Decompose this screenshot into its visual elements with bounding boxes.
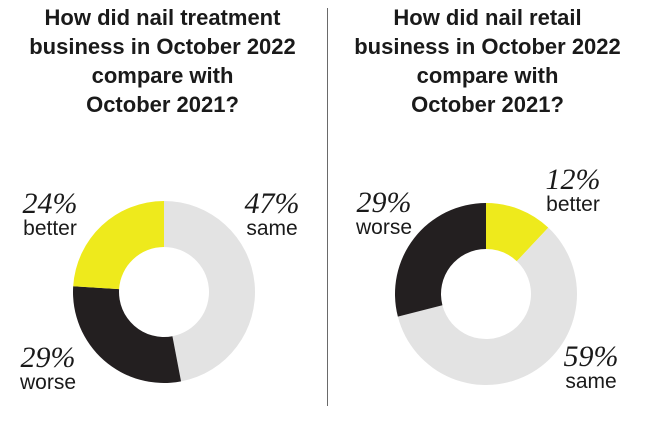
- slice-label-better: 12% better: [537, 163, 609, 216]
- slice-label-worse: 29% worse: [349, 186, 419, 239]
- slice-name: same: [246, 217, 298, 240]
- chart-title: How did nail treatment business in Octob…: [0, 3, 325, 119]
- slice-label-same: 59% same: [555, 340, 627, 393]
- slice-percent: 47%: [244, 187, 300, 220]
- chart-title-line: compare with: [416, 63, 559, 88]
- slice-name: worse: [19, 371, 77, 394]
- slice-percent: 29%: [356, 186, 412, 219]
- slice-label-worse: 29% worse: [8, 341, 88, 394]
- slice-label-better: 24% better: [10, 187, 90, 240]
- slice-label-same: 47% same: [232, 187, 312, 240]
- donut-slice-better: [486, 203, 549, 262]
- donut-chart: [72, 201, 256, 384]
- donut-slice-same: [164, 201, 256, 382]
- donut-slice-same: [397, 227, 577, 385]
- donut-chart: [395, 203, 577, 385]
- chart-title-line: October 2021?: [86, 92, 239, 117]
- slice-name: better: [546, 193, 600, 216]
- chart-panel-retail: How did nail retail business in October …: [325, 0, 650, 434]
- chart-title-line: business in October 2022: [354, 34, 621, 59]
- slice-name: same: [565, 370, 617, 393]
- slice-percent: 59%: [563, 340, 619, 373]
- slice-name: worse: [355, 216, 413, 239]
- chart-title: How did nail retail business in October …: [325, 3, 650, 119]
- slice-percent: 24%: [22, 187, 78, 220]
- chart-title-line: compare with: [91, 63, 234, 88]
- slice-percent: 29%: [20, 341, 76, 374]
- donut-slice-better: [73, 201, 164, 290]
- chart-title-line: October 2021?: [411, 92, 564, 117]
- chart-panel-treatment: How did nail treatment business in Octob…: [0, 3, 325, 394]
- panel-divider: [327, 8, 328, 406]
- slice-percent: 12%: [545, 163, 601, 196]
- slice-name: better: [23, 217, 77, 240]
- donut-slice-worse: [72, 286, 182, 384]
- chart-title-line: How did nail treatment: [44, 5, 281, 30]
- chart-title-line: How did nail retail: [393, 5, 582, 30]
- chart-title-line: business in October 2022: [29, 34, 296, 59]
- donut-slice-worse: [395, 203, 486, 317]
